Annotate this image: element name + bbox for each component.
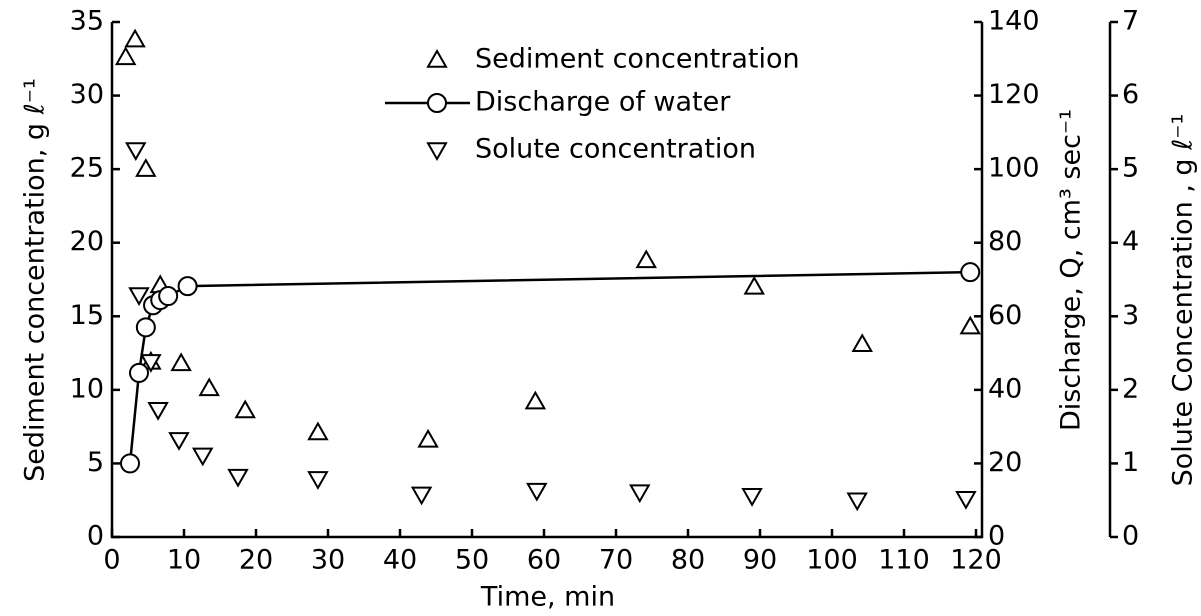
x-tick-label: 90 [743, 545, 777, 576]
marker [524, 390, 547, 410]
marker [191, 447, 214, 467]
legend-marker [426, 142, 448, 162]
legend-label: Solute concentration [475, 134, 756, 165]
y-tick-label: 10 [70, 373, 104, 404]
marker [851, 333, 873, 352]
y2-tick-label: 0 [988, 521, 1005, 552]
y-axis-label: Sediment concentration, g ℓ⁻¹ [20, 78, 51, 482]
marker [227, 468, 249, 488]
marker [526, 482, 548, 502]
marker [124, 28, 146, 48]
y2-tick-label: 60 [988, 300, 1022, 331]
y3-tick-label: 0 [1122, 521, 1139, 552]
marker [147, 401, 169, 421]
y-tick-label: 35 [70, 6, 104, 37]
marker [168, 432, 190, 451]
marker [128, 287, 150, 306]
marker [129, 362, 149, 383]
y2-tick-label: 120 [988, 79, 1040, 110]
y2-axis-label: Discharge, Q, cm³ sec⁻¹ [1056, 109, 1087, 431]
legend-marker [426, 48, 448, 68]
marker [410, 486, 433, 506]
marker [307, 471, 329, 490]
legend-label: Sediment concentration [475, 44, 800, 75]
marker [135, 317, 156, 338]
marker [635, 249, 657, 269]
x-tick-label: 50 [455, 545, 489, 576]
marker [135, 158, 157, 177]
marker [120, 453, 140, 474]
marker [177, 276, 198, 297]
y3-tick-label: 5 [1122, 153, 1139, 184]
marker [140, 354, 162, 373]
marker [170, 352, 192, 372]
x-tick-label: 30 [311, 545, 345, 576]
y3-tick-label: 2 [1122, 373, 1139, 404]
y2-tick-label: 140 [988, 6, 1040, 37]
x-tick-label: 60 [527, 545, 561, 576]
y3-axis-label: Solute Concentration , g ℓ⁻¹ [1168, 114, 1199, 487]
x-tick-label: 10 [167, 545, 201, 576]
y3-tick-label: 3 [1122, 300, 1139, 331]
y2-tick-label: 20 [988, 447, 1022, 478]
marker [741, 488, 763, 507]
y3-tick-label: 1 [1122, 447, 1139, 478]
y3-tick-label: 7 [1122, 6, 1139, 37]
y2-tick-label: 80 [988, 226, 1022, 257]
marker [307, 421, 329, 441]
y-tick-label: 30 [70, 79, 104, 110]
marker [629, 484, 651, 504]
y-tick-label: 5 [87, 447, 104, 478]
y2-tick-label: 40 [988, 373, 1022, 404]
x-tick-label: 40 [383, 545, 417, 576]
x-tick-label: 120 [950, 545, 1002, 576]
marker [125, 142, 147, 162]
marker [959, 315, 981, 335]
marker [846, 492, 868, 512]
x-tick-label: 70 [599, 545, 633, 576]
y3-tick-label: 6 [1122, 79, 1139, 110]
marker [960, 262, 981, 283]
x-tick-label: 100 [806, 545, 858, 576]
y-tick-label: 25 [70, 153, 104, 184]
x-tick-label: 0 [103, 545, 120, 576]
legend-marker [427, 93, 447, 113]
y-tick-label: 15 [70, 300, 104, 331]
x-tick-label: 110 [878, 545, 930, 576]
legend-label: Discharge of water [475, 87, 731, 118]
y-tick-label: 0 [87, 521, 104, 552]
series-line [128, 270, 971, 464]
y2-tick-label: 100 [988, 153, 1040, 184]
x-tick-label: 20 [239, 545, 273, 576]
y3-tick-label: 4 [1122, 226, 1139, 257]
x-axis-label: Time, min [480, 582, 615, 613]
x-tick-label: 80 [671, 545, 705, 576]
marker [417, 428, 439, 448]
marker [743, 275, 765, 295]
marker [158, 286, 179, 307]
y-tick-label: 20 [70, 226, 104, 257]
marker [198, 377, 220, 397]
marker [955, 490, 977, 510]
axis-lines [110, 22, 984, 539]
marker [234, 399, 256, 419]
marker [114, 46, 137, 66]
